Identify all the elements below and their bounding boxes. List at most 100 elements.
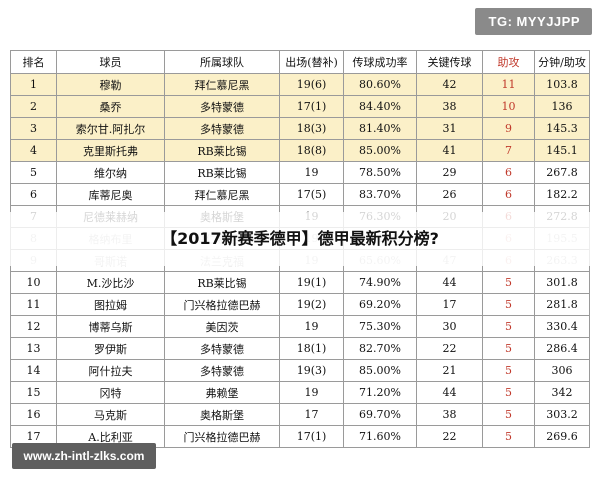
table-row: 3 索尔甘.阿扎尔 多特蒙德 18(3) 81.40% 31 9 145.3: [10, 117, 590, 140]
cell-team: 多特蒙德: [164, 359, 280, 382]
cell-rank: 15: [10, 381, 57, 404]
bottom-watermark: www.zh-intl-zlks.com: [12, 443, 156, 469]
cell-minutes-per-assist: 281.8: [534, 293, 590, 316]
cell-player: 博蒂乌斯: [56, 315, 165, 338]
cell-rank: 17: [10, 425, 57, 448]
table-row: 11 图拉姆 门兴格拉德巴赫 19(2) 69.20% 17 5 281.8: [10, 293, 590, 316]
cell-rank: 12: [10, 315, 57, 338]
cell-rank: 2: [10, 95, 57, 118]
cell-key-passes: 26: [416, 183, 483, 206]
cell-rank: 3: [10, 117, 57, 140]
cell-key-passes: 42: [416, 73, 483, 96]
cell-team: 奥格斯堡: [164, 403, 280, 426]
cell-pass-rate: 75.30%: [343, 315, 417, 338]
cell-player: 维尔纳: [56, 161, 165, 184]
table-row: 5 维尔纳 RB莱比锡 19 78.50% 29 6 267.8: [10, 161, 590, 184]
cell-assists: 5: [482, 381, 535, 404]
cell-minutes-per-assist: 269.6: [534, 425, 590, 448]
cell-assists: 6: [482, 183, 535, 206]
cell-team: 拜仁慕尼黑: [164, 183, 280, 206]
cell-appearances: 19: [279, 161, 344, 184]
cell-minutes-per-assist: 136: [534, 95, 590, 118]
cell-rank: 10: [10, 271, 57, 294]
cell-assists: 9: [482, 117, 535, 140]
table-header-row: 排名 球员 所属球队 出场(替补) 传球成功率 关键传球 助攻 分钟/助攻: [10, 50, 590, 74]
cell-minutes-per-assist: 103.8: [534, 73, 590, 96]
cell-pass-rate: 84.40%: [343, 95, 417, 118]
cell-key-passes: 44: [416, 381, 483, 404]
headline-overlay: [0, 212, 600, 266]
cell-minutes-per-assist: 342: [534, 381, 590, 404]
cell-key-passes: 22: [416, 337, 483, 360]
header-rank: 排名: [10, 50, 57, 74]
cell-assists: 5: [482, 359, 535, 382]
table-row: 14 阿什拉夫 多特蒙德 19(3) 85.00% 21 5 306: [10, 359, 590, 382]
cell-assists: 7: [482, 139, 535, 162]
cell-assists: 10: [482, 95, 535, 118]
cell-player: 冈特: [56, 381, 165, 404]
cell-team: 拜仁慕尼黑: [164, 73, 280, 96]
cell-pass-rate: 82.70%: [343, 337, 417, 360]
cell-team: RB莱比锡: [164, 139, 280, 162]
cell-player: M.沙比沙: [56, 271, 165, 294]
cell-appearances: 19(6): [279, 73, 344, 96]
cell-appearances: 18(1): [279, 337, 344, 360]
table-row: 15 冈特 弗赖堡 19 71.20% 44 5 342: [10, 381, 590, 404]
cell-appearances: 19: [279, 315, 344, 338]
cell-appearances: 19(1): [279, 271, 344, 294]
cell-team: 多特蒙德: [164, 337, 280, 360]
cell-pass-rate: 71.20%: [343, 381, 417, 404]
cell-key-passes: 17: [416, 293, 483, 316]
cell-assists: 5: [482, 403, 535, 426]
table-row: 12 博蒂乌斯 美因茨 19 75.30% 30 5 330.4: [10, 315, 590, 338]
cell-rank: 14: [10, 359, 57, 382]
cell-team: 多特蒙德: [164, 117, 280, 140]
cell-pass-rate: 71.60%: [343, 425, 417, 448]
cell-player: 马克斯: [56, 403, 165, 426]
cell-player: 罗伊斯: [56, 337, 165, 360]
cell-rank: 6: [10, 183, 57, 206]
cell-key-passes: 22: [416, 425, 483, 448]
cell-pass-rate: 69.70%: [343, 403, 417, 426]
cell-minutes-per-assist: 182.2: [534, 183, 590, 206]
cell-player: 索尔甘.阿扎尔: [56, 117, 165, 140]
cell-pass-rate: 80.60%: [343, 73, 417, 96]
header-minutes-per-assist: 分钟/助攻: [534, 50, 590, 74]
cell-pass-rate: 85.00%: [343, 359, 417, 382]
headline: 【2017新赛季德甲】德甲最新积分榜?: [161, 229, 439, 248]
cell-pass-rate: 85.00%: [343, 139, 417, 162]
header-assists: 助攻: [482, 50, 535, 74]
cell-appearances: 17: [279, 403, 344, 426]
cell-key-passes: 31: [416, 117, 483, 140]
cell-key-passes: 21: [416, 359, 483, 382]
cell-minutes-per-assist: 145.1: [534, 139, 590, 162]
cell-assists: 5: [482, 293, 535, 316]
cell-player: 桑乔: [56, 95, 165, 118]
cell-team: 美因茨: [164, 315, 280, 338]
cell-player: 库蒂尼奥: [56, 183, 165, 206]
cell-key-passes: 41: [416, 139, 483, 162]
cell-assists: 6: [482, 161, 535, 184]
cell-minutes-per-assist: 330.4: [534, 315, 590, 338]
cell-key-passes: 38: [416, 95, 483, 118]
cell-minutes-per-assist: 306: [534, 359, 590, 382]
cell-assists: 11: [482, 73, 535, 96]
cell-key-passes: 38: [416, 403, 483, 426]
cell-player: 阿什拉夫: [56, 359, 165, 382]
cell-pass-rate: 81.40%: [343, 117, 417, 140]
cell-assists: 5: [482, 315, 535, 338]
cell-assists: 5: [482, 271, 535, 294]
table-row: 2 桑乔 多特蒙德 17(1) 84.40% 38 10 136: [10, 95, 590, 118]
cell-player: 克里斯托弗: [56, 139, 165, 162]
cell-pass-rate: 83.70%: [343, 183, 417, 206]
cell-rank: 4: [10, 139, 57, 162]
cell-rank: 1: [10, 73, 57, 96]
cell-appearances: 19: [279, 381, 344, 404]
cell-appearances: 17(1): [279, 425, 344, 448]
header-team: 所属球队: [164, 50, 280, 74]
cell-appearances: 19(2): [279, 293, 344, 316]
cell-team: RB莱比锡: [164, 271, 280, 294]
cell-assists: 5: [482, 337, 535, 360]
header-player: 球员: [56, 50, 165, 74]
cell-team: 门兴格拉德巴赫: [164, 293, 280, 316]
